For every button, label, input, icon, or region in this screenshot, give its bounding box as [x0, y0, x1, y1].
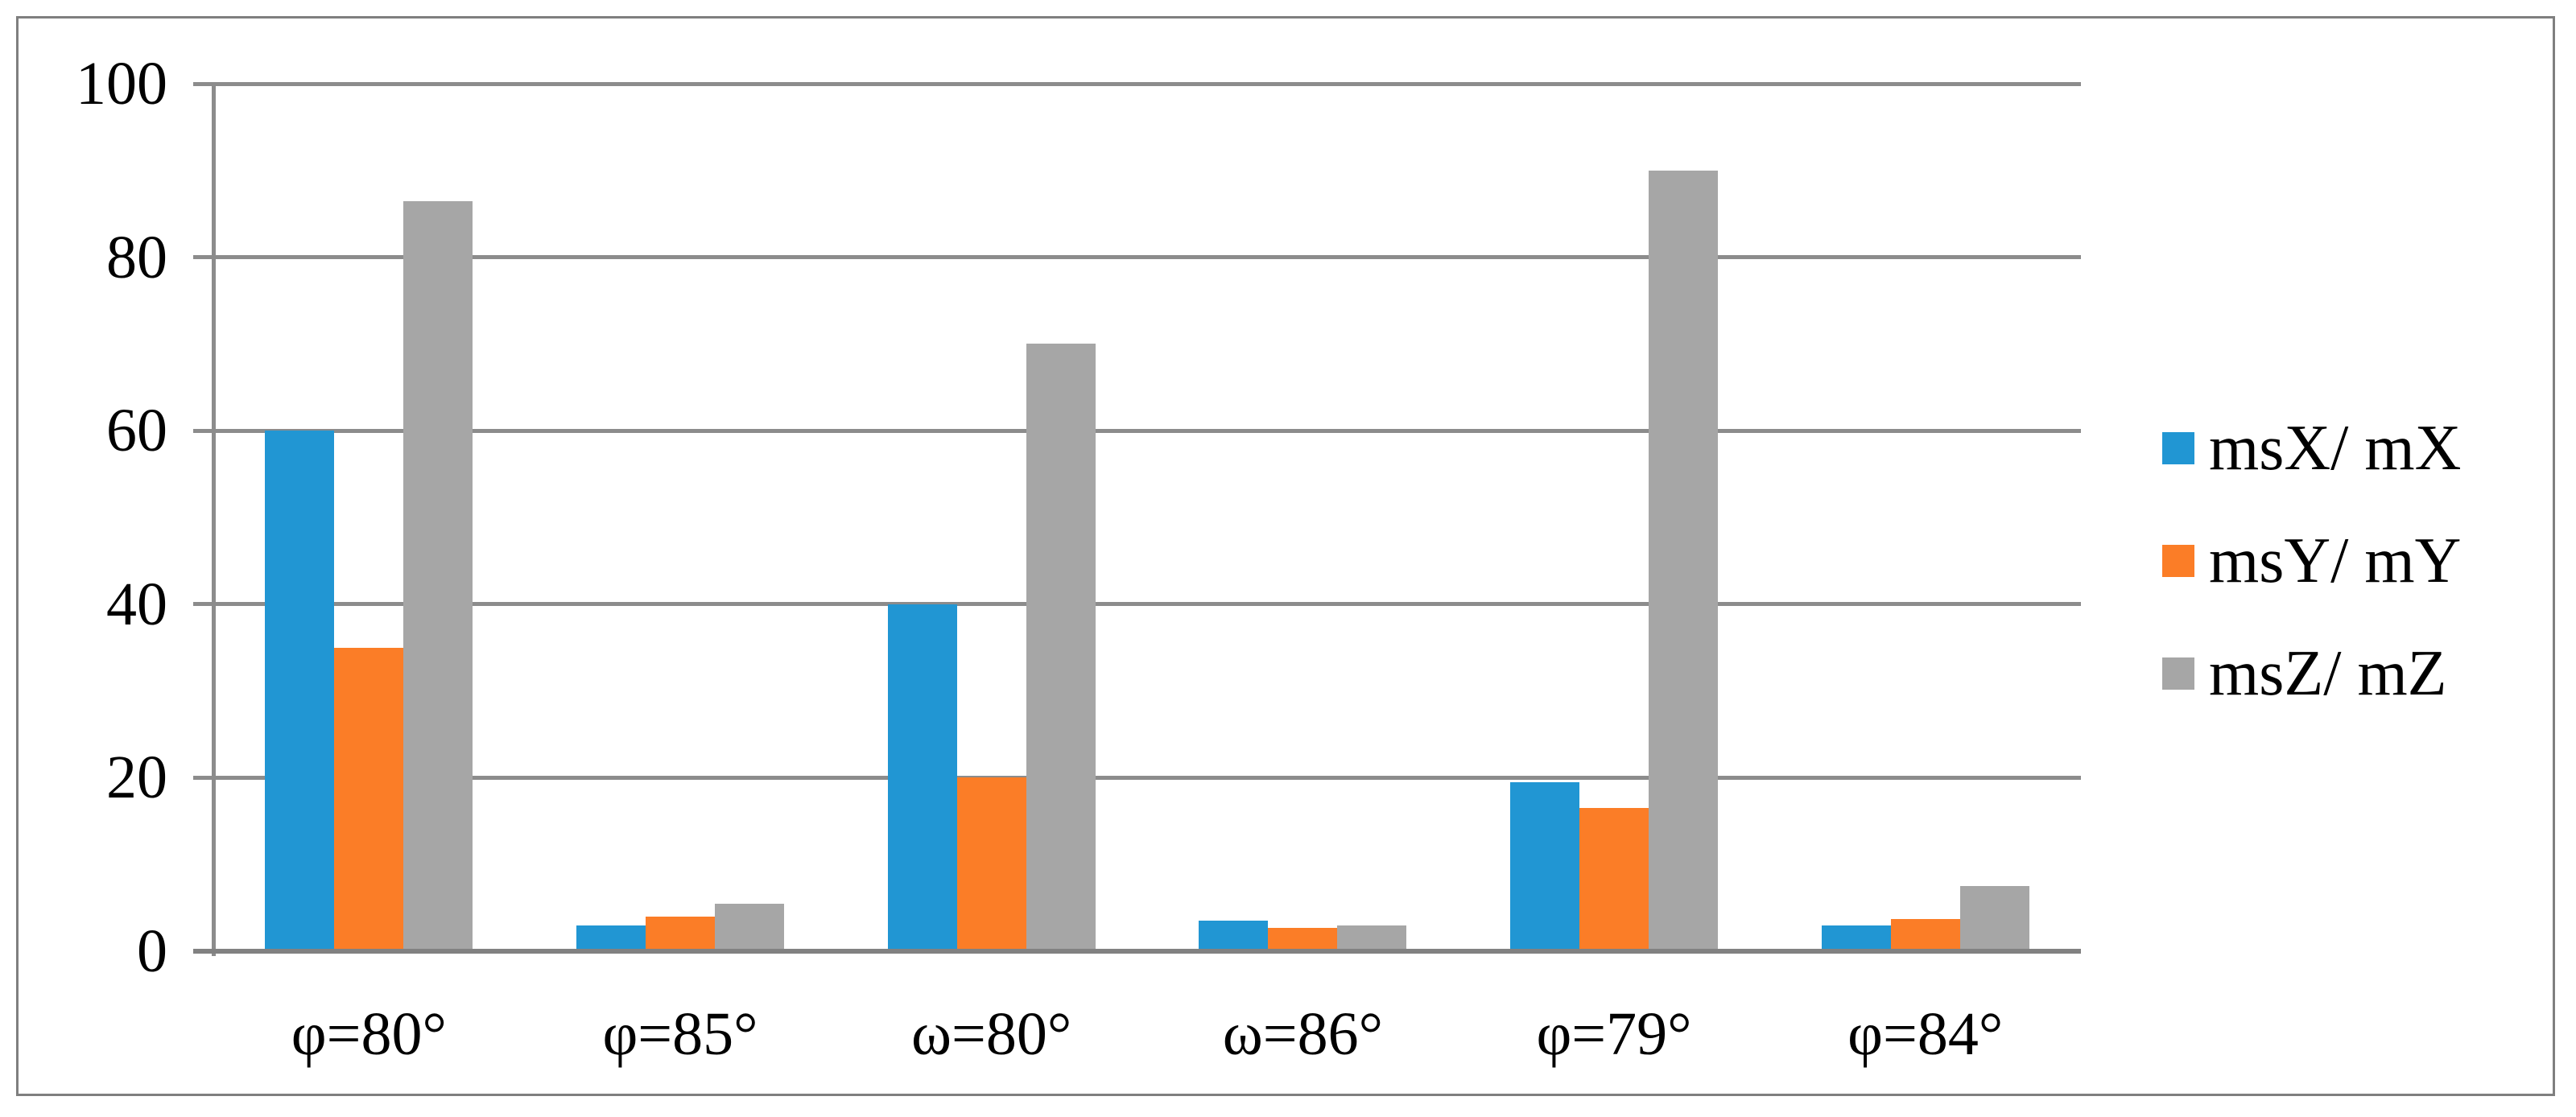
- bar-msYmY-0: [334, 647, 404, 951]
- y-tick-label-60: 60: [106, 397, 167, 465]
- bar-msYmY-1: [646, 916, 715, 951]
- x-axis-line: [193, 949, 2081, 954]
- legend: msX/ mX msY/ mY msZ/ mZ: [2162, 392, 2461, 730]
- y-tick-label-100: 100: [76, 50, 167, 117]
- y-tick-label-40: 40: [106, 570, 167, 638]
- legend-label: msY/ mY: [2209, 525, 2462, 596]
- bar-msXmX-4: [1510, 781, 1579, 951]
- bar-msZmZ-1: [715, 903, 784, 951]
- bar-msYmY-2: [956, 777, 1026, 951]
- y-tick-label-80: 80: [106, 223, 167, 291]
- bar-msZmZ-4: [1649, 170, 1718, 951]
- bar-msXmX-1: [576, 925, 646, 951]
- bar-msZmZ-5: [1959, 886, 2029, 951]
- x-category-label-0: φ=80°: [291, 1000, 447, 1068]
- legend-swatch-icon: [2162, 657, 2194, 690]
- gridline-100: [193, 81, 2081, 86]
- bar-msYmY-5: [1890, 919, 1960, 951]
- chart-frame: msX/ mX msY/ mY msZ/ mZ 0 20 40 60 80 100 φ=80° φ…: [16, 16, 2555, 1096]
- y-axis-line: [211, 82, 216, 956]
- legend-swatch-icon: [2162, 545, 2194, 577]
- bar-msYmY-4: [1579, 808, 1649, 951]
- gridline-60: [193, 428, 2081, 433]
- bar-msZmZ-3: [1337, 925, 1407, 951]
- bar-msXmX-0: [265, 431, 335, 951]
- x-category-label-4: φ=79°: [1536, 1000, 1692, 1068]
- x-category-label-2: ω=80°: [911, 1000, 1072, 1068]
- gridline-20: [193, 775, 2081, 780]
- legend-row-0: msX/ mX: [2162, 392, 2461, 505]
- x-category-label-5: φ=84°: [1847, 1000, 2004, 1068]
- y-tick-label-0: 0: [137, 917, 167, 985]
- bar-msYmY-3: [1268, 927, 1338, 951]
- bar-msXmX-5: [1821, 925, 1891, 951]
- bar-msXmX-3: [1199, 921, 1269, 951]
- bar-msXmX-2: [887, 604, 957, 951]
- gridline-80: [193, 255, 2081, 260]
- y-tick-label-20: 20: [106, 744, 167, 812]
- gridline-40: [193, 602, 2081, 607]
- legend-row-1: msY/ mY: [2162, 505, 2461, 617]
- bar-msZmZ-0: [403, 200, 473, 951]
- x-category-label-3: ω=86°: [1222, 1000, 1383, 1068]
- legend-swatch-icon: [2162, 432, 2194, 464]
- legend-label: msZ/ mZ: [2209, 637, 2447, 709]
- bar-msZmZ-2: [1026, 344, 1096, 951]
- legend-row-2: msZ/ mZ: [2162, 617, 2461, 730]
- legend-label: msX/ mX: [2209, 412, 2462, 484]
- x-category-label-1: φ=85°: [602, 1000, 758, 1068]
